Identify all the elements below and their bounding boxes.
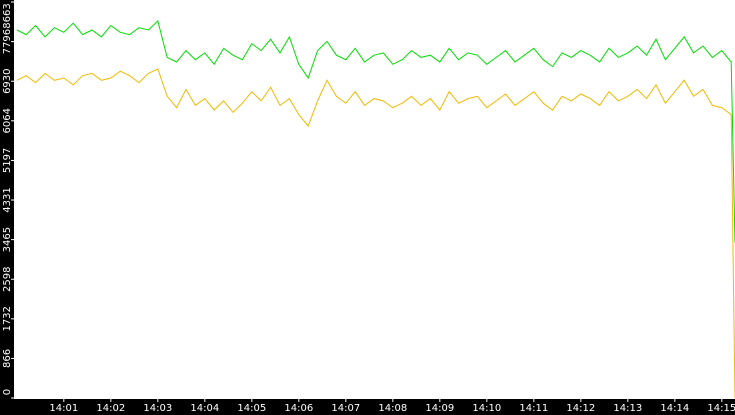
y-tick-label: 5197: [2, 148, 13, 173]
y-tick-label: 3465: [2, 227, 13, 252]
x-tick-label: 14:03: [143, 403, 172, 414]
y-tick-label: 4331: [2, 187, 13, 212]
series-line: [16, 68, 735, 399]
y-tick-label: 866: [2, 349, 13, 368]
x-tick-label: 14:15: [707, 403, 735, 414]
x-tick-label: 14:14: [660, 403, 689, 414]
y-tick-label: 2598: [2, 267, 13, 292]
y-tick-label: 7796: [2, 29, 13, 54]
x-tick-label: 14:05: [237, 403, 266, 414]
x-tick-label: 14:10: [472, 403, 501, 414]
x-tick-label: 14:13: [613, 403, 642, 414]
x-tick-label: 14:09: [425, 403, 454, 414]
y-axis-band: [0, 0, 14, 415]
y-tick-label: 0: [2, 389, 13, 395]
x-tick-label: 14:07: [331, 403, 360, 414]
x-tick-label: 14:12: [566, 403, 595, 414]
x-tick-label: 14:02: [96, 403, 125, 414]
y-tick-label: 6064: [2, 108, 13, 133]
x-tick-label: 14:06: [284, 403, 313, 414]
x-tick-label: 14:11: [519, 403, 548, 414]
x-tick-label: 14:01: [49, 403, 78, 414]
y-tick-label: 1732: [2, 306, 13, 331]
y-tick-label: 6930: [2, 68, 13, 93]
y-tick-label: 8663: [2, 3, 13, 28]
x-axis-band: [0, 399, 735, 415]
x-tick-label: 14:08: [378, 403, 407, 414]
series-line: [16, 19, 735, 243]
x-tick-label: 14:04: [190, 403, 219, 414]
